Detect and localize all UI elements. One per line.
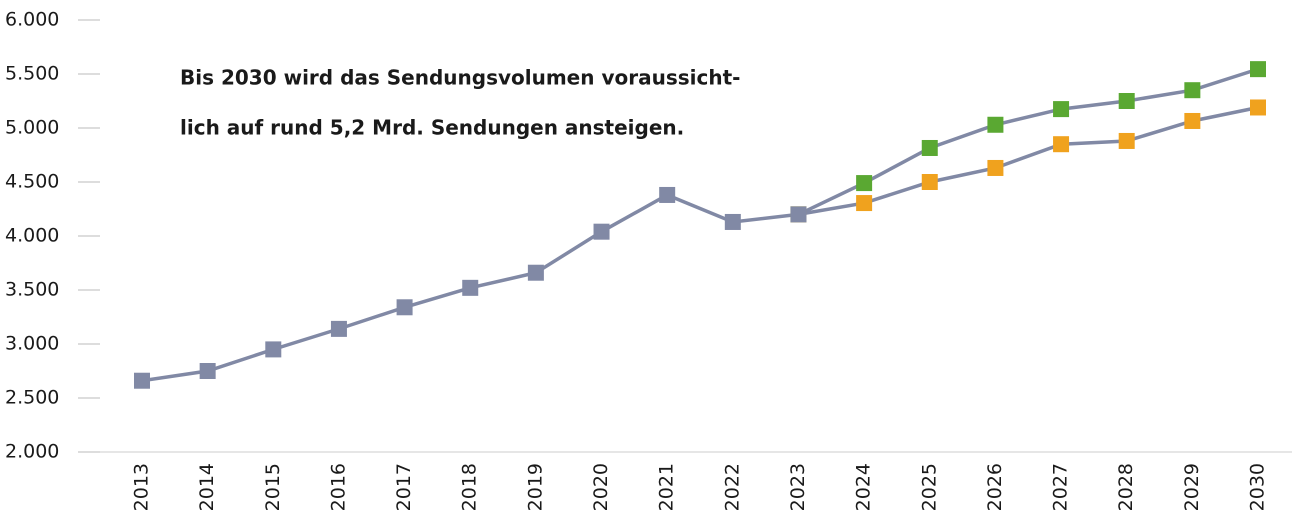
marker [856,195,873,212]
x-tick-label: 2022 [721,463,743,511]
marker [987,116,1004,133]
x-tick-label: 2029 [1181,463,1203,511]
x-tick-label: 2019 [524,463,546,511]
marker [265,341,282,358]
x-tick-label: 2025 [918,463,940,511]
marker [462,279,479,296]
y-tick-label: 6.000 [5,9,59,31]
x-tick-label: 2030 [1247,463,1269,511]
marker [1184,82,1201,99]
marker [1250,61,1266,78]
x-tick-label: 2026 [984,463,1006,511]
marker [527,264,544,281]
marker [1184,112,1201,129]
x-tick-label: 2023 [787,463,809,511]
x-tick-label: 2018 [459,463,481,511]
marker [1118,132,1135,149]
marker [1053,136,1070,153]
marker [396,299,413,316]
y-tick-label: 2.000 [5,441,59,463]
annotation: Bis 2030 wird das Sendungsvolumen voraus… [180,66,740,90]
marker [987,159,1004,176]
x-tick-label: 2016 [327,463,349,511]
marker [921,174,938,190]
marker [790,206,807,223]
marker [134,372,150,389]
x-tick-label: 2021 [656,463,678,511]
y-tick-label: 4.500 [5,171,59,193]
y-tick-label: 4.000 [5,225,59,247]
marker [1250,99,1266,116]
marker [199,363,216,379]
y-tick-label: 3.500 [5,279,59,301]
y-tick-label: 3.000 [5,333,59,355]
x-tick-label: 2024 [853,463,875,511]
series-line [798,105,1259,217]
x-tick-label: 2027 [1050,463,1072,511]
x-tick-label: 2028 [1115,463,1137,511]
x-tick-label: 2014 [196,463,218,511]
marker [593,223,610,240]
x-tick-label: 2017 [393,463,415,511]
y-tick-label: 5.500 [5,63,59,85]
marker [330,320,347,337]
marker [856,175,873,192]
marker [1118,93,1135,109]
marker [659,186,676,203]
marker [724,213,741,230]
x-tick-label: 2020 [590,463,612,511]
y-tick-label: 5.000 [5,117,59,139]
x-tick-label: 2015 [262,463,284,511]
y-tick-label: 2.500 [5,387,59,409]
series-line [797,67,1259,216]
marker [1053,101,1070,118]
annotation: lich auf rund 5,2 Mrd. Sendungen ansteig… [180,116,684,140]
marker [921,139,938,156]
x-tick-label: 2013 [131,463,153,511]
